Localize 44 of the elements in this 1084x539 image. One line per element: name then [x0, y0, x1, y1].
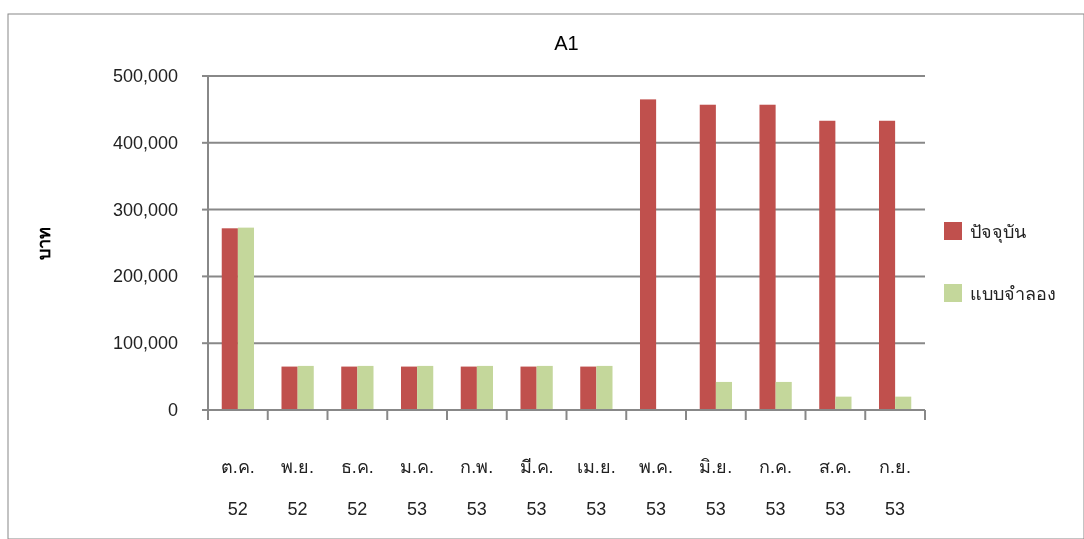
category-label: เม.ย. 53 [576, 457, 616, 519]
category-label: พ.ย. 52 [281, 457, 315, 519]
bar [878, 120, 896, 410]
bar [417, 365, 434, 410]
category-label: พ.ค. 53 [639, 457, 674, 519]
category-label: ก.ย. 53 [879, 457, 912, 519]
bar [580, 366, 597, 410]
chart-title: A1 [554, 32, 579, 54]
legend-label: ปัจจุบัน [970, 222, 1026, 243]
bar [357, 365, 374, 410]
y-tick-label: 300,000 [112, 199, 178, 220]
bar [759, 104, 776, 410]
bar [715, 381, 733, 410]
category-label: ก.ค. 53 [759, 457, 793, 519]
bar [460, 366, 477, 410]
bar [221, 228, 238, 410]
y-tick-label: 100,000 [112, 333, 178, 354]
category-label: ม.ค. 53 [400, 457, 435, 519]
legend-label: แบบจำลอง [970, 284, 1056, 304]
bar [596, 365, 613, 410]
bar [819, 120, 836, 410]
y-tick-label: 200,000 [112, 266, 178, 287]
bar [400, 366, 418, 410]
bar [281, 366, 298, 410]
y-tick-label: 0 [167, 400, 178, 420]
y-tick-label: 500,000 [112, 66, 178, 86]
bar [297, 365, 314, 410]
bar [699, 104, 716, 410]
category-label: ส.ค. 53 [818, 457, 852, 519]
y-tick-label: 400,000 [112, 132, 178, 153]
bar [536, 365, 553, 410]
bar [520, 366, 537, 410]
bar [775, 381, 792, 410]
y-axis-title: บาท [34, 226, 54, 260]
bar [639, 99, 657, 410]
category-label: ก.พ. 53 [460, 457, 494, 519]
category-label: ธ.ค. 52 [340, 457, 374, 519]
bar [476, 365, 494, 410]
bar [341, 366, 358, 410]
bar [237, 227, 255, 410]
category-label: มิ.ย. 53 [699, 457, 733, 519]
category-label: มี.ค. 53 [519, 457, 554, 519]
bar [835, 396, 852, 410]
category-label: ต.ค. 52 [220, 457, 255, 519]
